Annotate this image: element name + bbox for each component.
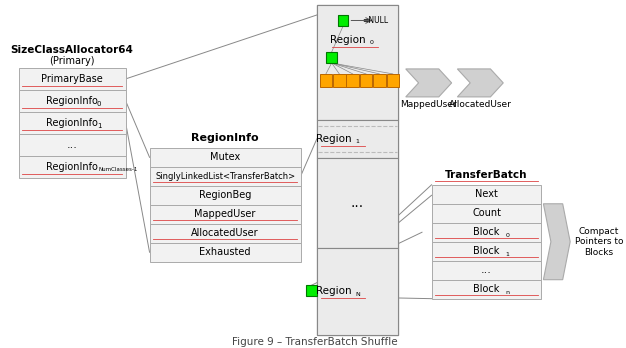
Text: MappedUser: MappedUser xyxy=(195,209,256,219)
Polygon shape xyxy=(543,204,570,280)
Text: Figure 9 – TransferBatch Shuffle: Figure 9 – TransferBatch Shuffle xyxy=(232,337,398,347)
Bar xyxy=(373,74,386,87)
Bar xyxy=(306,285,317,296)
Bar xyxy=(431,242,541,261)
Bar xyxy=(360,74,372,87)
Bar xyxy=(150,148,300,167)
Text: TransferBatch: TransferBatch xyxy=(445,170,528,180)
Bar xyxy=(19,112,126,134)
Bar xyxy=(326,52,337,63)
Text: Compact
Pointers to
Blocks: Compact Pointers to Blocks xyxy=(575,227,623,256)
Bar xyxy=(317,5,398,120)
Text: ...: ... xyxy=(351,196,364,210)
Bar xyxy=(346,74,359,87)
Bar xyxy=(19,134,126,156)
Text: Block: Block xyxy=(473,227,500,237)
Text: N: N xyxy=(355,292,360,297)
Text: RegionInfo: RegionInfo xyxy=(46,118,98,128)
Bar xyxy=(431,280,541,299)
Text: ...: ... xyxy=(481,265,492,275)
Polygon shape xyxy=(406,69,451,97)
Text: =NULL: =NULL xyxy=(362,16,388,25)
Bar xyxy=(150,205,300,224)
Text: RegionInfo: RegionInfo xyxy=(46,162,98,172)
Text: Region: Region xyxy=(316,134,352,144)
Text: AllocatedUser: AllocatedUser xyxy=(449,100,511,109)
Bar xyxy=(338,15,349,26)
Text: 0: 0 xyxy=(97,101,101,107)
Bar xyxy=(150,186,300,205)
Text: Block: Block xyxy=(473,284,500,294)
Bar xyxy=(431,223,541,242)
Text: SinglyLinkedList<TransferBatch>: SinglyLinkedList<TransferBatch> xyxy=(155,172,295,181)
Text: PrimaryBase: PrimaryBase xyxy=(41,74,103,84)
Bar xyxy=(19,68,126,90)
Text: 1: 1 xyxy=(97,123,101,129)
Bar xyxy=(150,167,300,186)
Text: Mutex: Mutex xyxy=(210,152,240,162)
Text: n: n xyxy=(506,290,510,295)
Text: RegionInfo: RegionInfo xyxy=(46,96,98,106)
Text: Block: Block xyxy=(473,246,500,256)
Bar xyxy=(431,261,541,280)
Text: 1: 1 xyxy=(506,252,510,257)
Bar xyxy=(431,185,541,204)
Text: MappedUser: MappedUser xyxy=(401,100,457,109)
Text: 0: 0 xyxy=(369,40,373,46)
Polygon shape xyxy=(458,69,503,97)
Text: Count: Count xyxy=(472,208,501,218)
Bar xyxy=(150,243,300,262)
Text: 0: 0 xyxy=(506,233,510,238)
Bar xyxy=(333,74,346,87)
Bar xyxy=(317,248,398,335)
Bar xyxy=(19,156,126,178)
Text: Region: Region xyxy=(316,286,352,296)
Bar xyxy=(150,224,300,243)
Bar xyxy=(19,90,126,112)
Text: RegionInfo: RegionInfo xyxy=(192,133,259,143)
Text: AllocatedUser: AllocatedUser xyxy=(192,228,259,238)
Text: ...: ... xyxy=(67,140,78,150)
Text: Next: Next xyxy=(475,189,498,199)
Text: (Primary): (Primary) xyxy=(49,56,95,66)
Bar xyxy=(317,5,398,335)
Text: RegionBeg: RegionBeg xyxy=(199,190,251,200)
Bar xyxy=(317,158,398,248)
Bar xyxy=(320,74,332,87)
Bar xyxy=(317,120,398,158)
Text: NumClasses-1: NumClasses-1 xyxy=(99,167,138,172)
Text: 1: 1 xyxy=(355,139,359,144)
Text: Exhausted: Exhausted xyxy=(199,247,251,257)
Text: Region: Region xyxy=(330,35,365,45)
Bar xyxy=(387,74,399,87)
Bar xyxy=(431,204,541,223)
Text: SizeClassAllocator64: SizeClassAllocator64 xyxy=(11,45,133,55)
